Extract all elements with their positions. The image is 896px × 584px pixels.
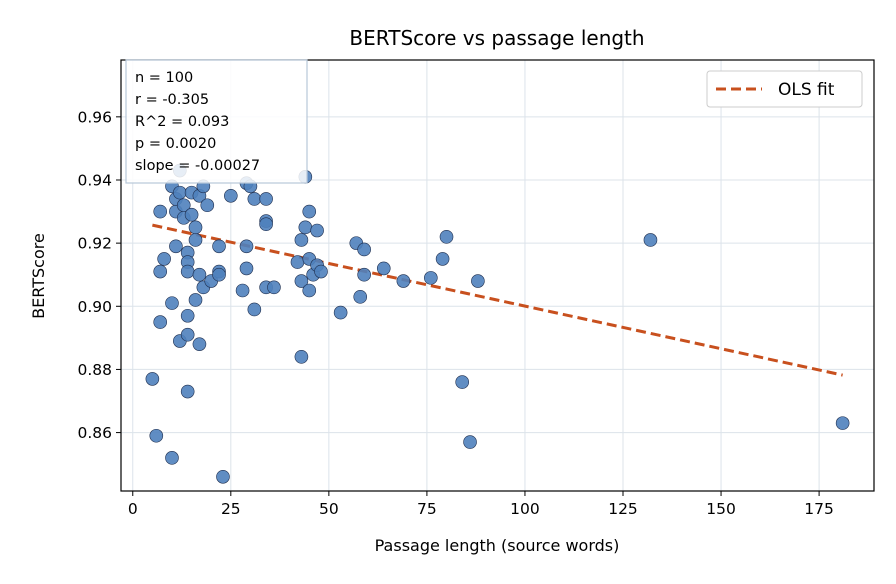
data-point xyxy=(353,290,368,304)
data-point xyxy=(376,261,391,276)
data-point xyxy=(235,283,250,298)
ols-fit-line-group xyxy=(152,223,843,377)
data-point xyxy=(212,267,226,282)
y-tick-label: 0.88 xyxy=(77,361,112,379)
x-axis-ticks: 0 25 50 75 100 125 150 175 xyxy=(128,491,834,518)
data-point xyxy=(314,264,328,279)
x-tick-label: 150 xyxy=(706,500,736,518)
stats-box-frame xyxy=(125,59,308,184)
x-tick-label: 50 xyxy=(319,500,339,518)
data-point xyxy=(294,350,309,364)
stats-slope: slope = -0.00027 xyxy=(135,158,260,174)
data-point xyxy=(165,451,179,465)
data-point xyxy=(224,188,238,203)
stats-box: n = 100 r = -0.305 R^2 = 0.093 p = 0.002… xyxy=(125,59,308,184)
data-point xyxy=(439,230,454,244)
data-point xyxy=(149,428,164,443)
data-point xyxy=(192,337,207,351)
grid xyxy=(121,60,874,491)
data-point xyxy=(357,267,371,282)
data-point xyxy=(294,233,309,247)
data-point xyxy=(216,469,230,484)
x-tick-label: 0 xyxy=(128,500,138,518)
data-point xyxy=(188,220,203,235)
data-point xyxy=(184,207,199,222)
data-point xyxy=(471,274,485,288)
chart-title: BERTScore vs passage length xyxy=(349,26,644,50)
data-point xyxy=(180,384,195,399)
data-point xyxy=(247,192,262,206)
data-point xyxy=(157,252,171,266)
legend-frame xyxy=(706,70,863,108)
x-tick-label: 100 xyxy=(510,500,540,518)
y-tick-label: 0.96 xyxy=(77,108,112,126)
data-point xyxy=(212,239,226,254)
data-point xyxy=(310,223,324,238)
data-point xyxy=(302,283,317,298)
y-tick-label: 0.92 xyxy=(77,235,112,253)
y-tick-label: 0.86 xyxy=(77,424,112,442)
data-point xyxy=(424,271,438,285)
stats-n: n = 100 xyxy=(135,70,193,86)
data-point xyxy=(298,220,313,235)
data-point xyxy=(153,204,168,219)
data-point xyxy=(180,327,195,342)
data-point xyxy=(835,416,850,430)
data-point xyxy=(145,372,160,386)
data-point xyxy=(259,192,273,206)
data-point xyxy=(169,239,183,254)
data-point xyxy=(333,305,348,320)
y-axis-ticks: 0.86 0.88 0.90 0.92 0.94 0.96 xyxy=(77,108,121,442)
data-point xyxy=(455,375,470,389)
y-tick-label: 0.94 xyxy=(77,171,112,189)
data-point xyxy=(180,308,195,323)
legend: OLS fit xyxy=(706,70,863,108)
data-point xyxy=(239,239,254,254)
data-point xyxy=(294,274,309,288)
data-point xyxy=(153,315,168,329)
data-point xyxy=(290,255,305,269)
data-point xyxy=(259,217,273,231)
data-points xyxy=(145,163,850,484)
legend-fit-label: OLS fit xyxy=(778,80,835,100)
x-tick-label: 125 xyxy=(608,500,638,518)
data-point xyxy=(247,302,262,317)
x-tick-label: 25 xyxy=(221,500,241,518)
stats-r: r = -0.305 xyxy=(135,92,209,108)
data-point xyxy=(396,274,411,288)
stats-r2: R^2 = 0.093 xyxy=(135,114,229,130)
x-axis-label: Passage length (source words) xyxy=(375,536,620,555)
x-tick-label: 175 xyxy=(804,500,834,518)
data-point xyxy=(165,296,179,310)
data-point xyxy=(435,252,450,266)
stats-p: p = 0.0020 xyxy=(135,136,216,152)
data-point xyxy=(180,264,195,279)
data-point xyxy=(302,204,317,219)
data-point xyxy=(173,185,187,200)
data-point xyxy=(239,261,254,276)
data-point xyxy=(188,293,203,307)
data-point xyxy=(188,233,203,247)
data-point xyxy=(463,435,477,449)
data-point xyxy=(357,242,371,257)
ols-fit-line xyxy=(152,223,843,377)
data-point xyxy=(267,280,281,295)
x-tick-label: 75 xyxy=(417,500,437,518)
y-axis-label: BERTScore xyxy=(29,233,48,319)
data-point xyxy=(643,233,658,247)
axes-frame xyxy=(120,59,875,492)
y-tick-label: 0.90 xyxy=(77,298,112,316)
data-point xyxy=(153,264,168,279)
data-point xyxy=(200,198,215,213)
data-point xyxy=(192,267,207,282)
